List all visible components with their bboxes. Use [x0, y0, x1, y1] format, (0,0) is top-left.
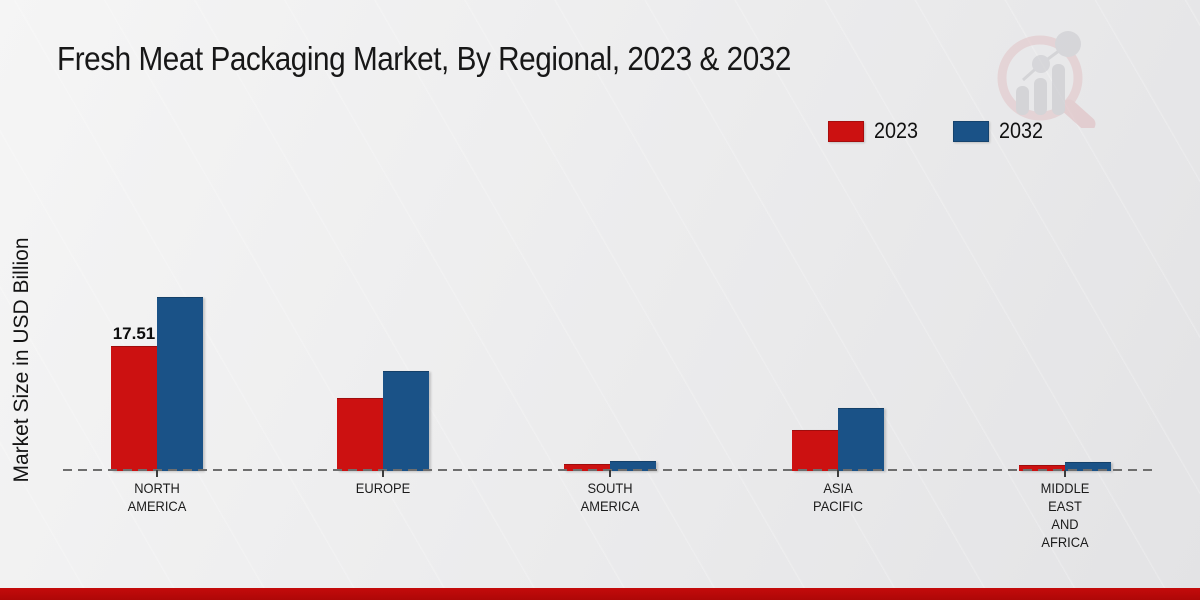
legend-swatch-2032: [953, 120, 990, 142]
bar-2023-asia-pacific: [792, 430, 838, 471]
legend-swatch-2023: [828, 120, 865, 142]
bar-2023-north-america: [111, 346, 157, 471]
bar-2032-middle-east-and-africa: [1065, 462, 1111, 471]
x-axis-tick: [609, 470, 611, 477]
category-label-asia-pacific: ASIA PACIFIC: [813, 480, 863, 514]
category-label-south-america: SOUTH AMERICA: [580, 480, 640, 514]
bar-2032-asia-pacific: [838, 408, 884, 471]
bar-2032-europe: [383, 371, 429, 471]
legend-label: 2032: [999, 118, 1044, 143]
x-axis-tick: [382, 470, 384, 477]
x-axis-tick: [156, 470, 158, 477]
category-label-europe: EUROPE: [355, 480, 411, 496]
data-label-2023-north-america: 17.51: [112, 324, 156, 343]
bar-2023-middle-east-and-africa: [1019, 465, 1065, 471]
category-label-north-america: NORTH AMERICA: [127, 480, 187, 514]
legend-label: 2023: [874, 118, 919, 143]
legend-item-2023: 2023: [828, 118, 923, 144]
bar-2032-south-america: [610, 461, 656, 471]
footer-red-band: [0, 588, 1200, 600]
market-research-future-logo-icon: [997, 31, 1096, 128]
bar-2023-south-america: [564, 464, 610, 471]
legend: 2023 2032: [828, 118, 1048, 144]
x-axis-tick: [837, 470, 839, 477]
legend-item-2032: 2032: [953, 118, 1048, 144]
category-label-middle-east-and-africa: MIDDLE EAST AND AFRICA: [1040, 480, 1090, 550]
chart-title: Fresh Meat Packaging Market, By Regional…: [57, 40, 791, 77]
bar-2023-europe: [337, 398, 383, 471]
bar-2032-north-america: [157, 297, 203, 471]
x-axis-tick: [1064, 470, 1066, 477]
